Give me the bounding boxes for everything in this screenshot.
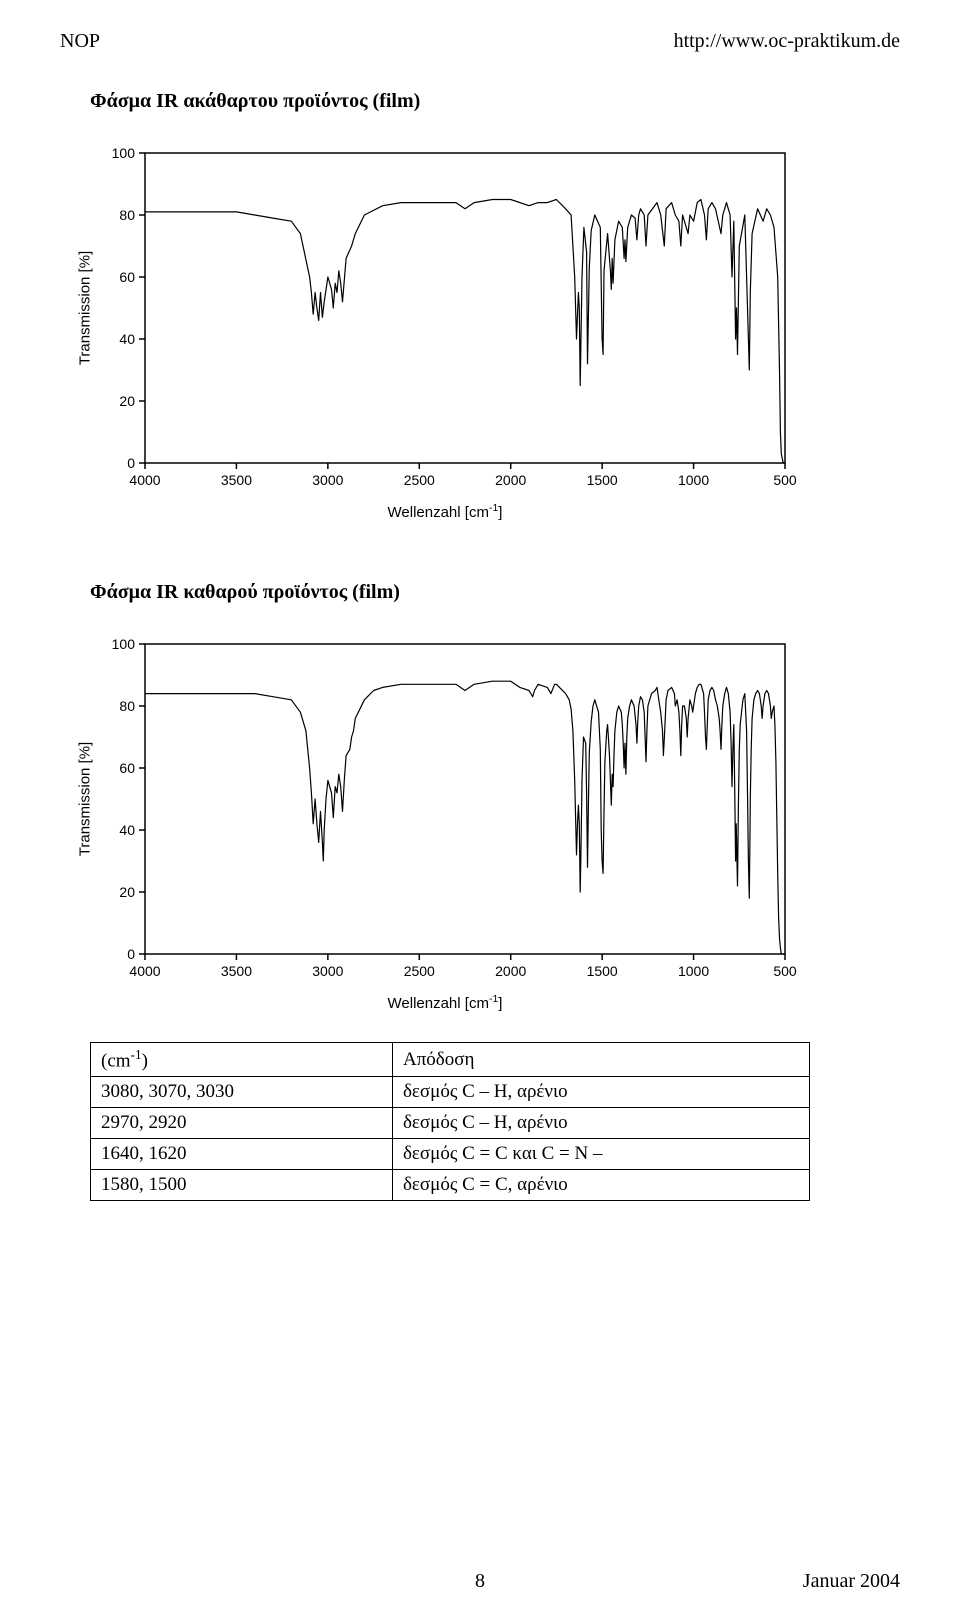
- chart-svg: 4000 3500 3000 2500 2000 1500 1000 500 0 20 40 60 80…: [90, 143, 800, 498]
- col1-header-suffix: ): [142, 1050, 148, 1071]
- table-row: 1640, 1620 δεσμός C = C και C = N –: [91, 1139, 810, 1170]
- svg-text:1000: 1000: [678, 963, 709, 979]
- svg-text:60: 60: [119, 269, 135, 285]
- svg-text:3500: 3500: [221, 472, 252, 488]
- table-header-row: (cm-1) Απόδοση: [91, 1043, 810, 1077]
- cell-wn: 3080, 3070, 3030: [91, 1077, 393, 1108]
- svg-text:2500: 2500: [404, 963, 435, 979]
- col1-header-sup: -1: [131, 1047, 142, 1062]
- cell-assign: δεσμός C – H, αρένιο: [392, 1108, 809, 1139]
- footer-date: Januar 2004: [803, 1570, 900, 1593]
- chart-xlabel: Wellenzahl [cm-1]: [90, 502, 800, 521]
- svg-text:1500: 1500: [587, 472, 618, 488]
- svg-text:40: 40: [119, 331, 135, 347]
- chart-svg: 4000 3500 3000 2500 2000 1500 1000 500 0 20 40 60 80…: [90, 634, 800, 989]
- section2-title: Φάσμα IR καθαρού προϊόντος (film): [90, 581, 870, 604]
- svg-text:3000: 3000: [312, 472, 343, 488]
- page: NOP http://www.oc-praktikum.de Φάσμα IR …: [0, 0, 960, 1623]
- ir-spectrum-purified: Transmission [%] 40003500300025002000150…: [90, 634, 810, 1012]
- cell-wn: 1640, 1620: [91, 1139, 393, 1170]
- svg-text:2500: 2500: [404, 472, 435, 488]
- col1-header-prefix: (cm: [101, 1050, 131, 1071]
- table-row: 3080, 3070, 3030 δεσμός C – H, αρένιο: [91, 1077, 810, 1108]
- svg-text:0: 0: [127, 455, 135, 471]
- svg-text:500: 500: [773, 963, 797, 979]
- svg-text:0: 0: [127, 946, 135, 962]
- col1-header: (cm-1): [91, 1043, 393, 1077]
- cell-assign: δεσμός C = C, αρένιο: [392, 1170, 809, 1201]
- cell-assign: δεσμός C = C και C = N –: [392, 1139, 809, 1170]
- svg-text:1000: 1000: [678, 472, 709, 488]
- assignment-table: (cm-1) Απόδοση 3080, 3070, 3030 δεσμός C…: [90, 1042, 810, 1201]
- header-right-url: http://www.oc-praktikum.de: [674, 30, 900, 53]
- section1-title: Φάσμα IR ακάθαρτου προϊόντος (film): [90, 90, 870, 113]
- svg-text:2000: 2000: [495, 472, 526, 488]
- svg-text:1500: 1500: [587, 963, 618, 979]
- svg-text:60: 60: [119, 760, 135, 776]
- header-left: NOP: [60, 30, 100, 53]
- cell-wn: 1580, 1500: [91, 1170, 393, 1201]
- cell-assign: δεσμός C – H, αρένιο: [392, 1077, 809, 1108]
- svg-text:80: 80: [119, 207, 135, 223]
- svg-text:2000: 2000: [495, 963, 526, 979]
- svg-text:100: 100: [112, 636, 136, 652]
- svg-text:20: 20: [119, 884, 135, 900]
- page-number: 8: [475, 1570, 485, 1593]
- ir-spectrum-crude: Transmission [%] 40003500300025002000150…: [90, 143, 810, 521]
- svg-text:40: 40: [119, 822, 135, 838]
- svg-text:20: 20: [119, 393, 135, 409]
- svg-text:4000: 4000: [129, 963, 160, 979]
- svg-text:100: 100: [112, 145, 136, 161]
- chart1-ylabel: Transmission [%]: [77, 251, 94, 365]
- svg-text:3500: 3500: [221, 963, 252, 979]
- col2-header: Απόδοση: [392, 1043, 809, 1077]
- svg-text:3000: 3000: [312, 963, 343, 979]
- cell-wn: 2970, 2920: [91, 1108, 393, 1139]
- chart-xlabel: Wellenzahl [cm-1]: [90, 993, 800, 1012]
- table-row: 2970, 2920 δεσμός C – H, αρένιο: [91, 1108, 810, 1139]
- svg-text:500: 500: [773, 472, 797, 488]
- svg-text:4000: 4000: [129, 472, 160, 488]
- chart2-ylabel: Transmission [%]: [77, 742, 94, 856]
- table-row: 1580, 1500 δεσμός C = C, αρένιο: [91, 1170, 810, 1201]
- svg-text:80: 80: [119, 698, 135, 714]
